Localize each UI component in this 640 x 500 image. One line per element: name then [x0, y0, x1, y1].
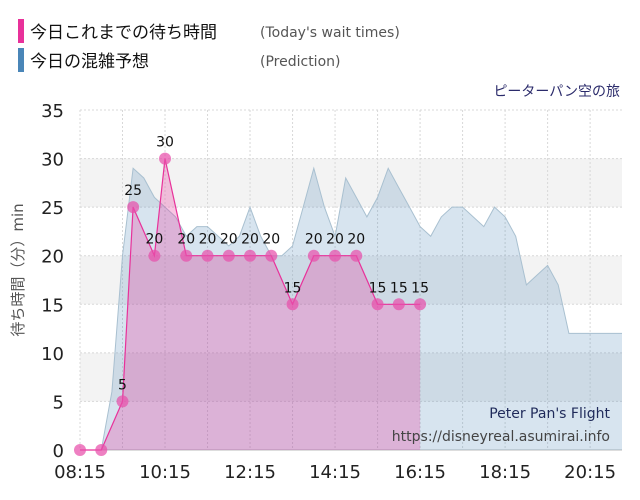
x-tick-label: 18:15 [479, 462, 531, 483]
today-point [307, 249, 320, 262]
y-tick-label: 15 [41, 295, 64, 316]
today-data-label: 15 [284, 280, 302, 296]
today-point [180, 249, 193, 262]
y-tick-label: 30 [41, 150, 64, 171]
attraction-name-en: Peter Pan's Flight [489, 406, 610, 422]
today-point [414, 298, 427, 311]
plot-band [80, 401, 622, 450]
today-data-label: 20 [326, 232, 344, 248]
today-data-label: 20 [347, 232, 365, 248]
today-point [95, 444, 108, 456]
legend-sub-today: (Today's wait times) [260, 25, 400, 41]
today-point [286, 298, 299, 311]
today-data-label: 5 [118, 377, 127, 393]
today-data-label: 20 [199, 232, 217, 248]
legend-swatch-prediction [18, 48, 24, 72]
x-tick-label: 20:15 [564, 462, 616, 483]
x-axis-ticks: 08:15 10:15 12:15 14:15 16:15 18:15 20:15 [54, 462, 616, 483]
grid-lines [79, 109, 622, 451]
site-url: https://disneyreal.asumirai.info [392, 429, 610, 445]
legend: 今日これまでの待ち時間 (Today's wait times) 今日の混雑予想… [18, 19, 400, 72]
today-line [80, 158, 421, 451]
legend-sub-prediction: (Prediction) [260, 54, 340, 70]
attraction-name-jp: ピーターパン空の旅 [493, 84, 620, 100]
prediction-area [80, 168, 622, 451]
prediction-line [80, 166, 622, 451]
plot-band [80, 207, 622, 256]
today-data-label: 20 [262, 232, 280, 248]
today-data-label: 20 [241, 232, 259, 248]
today-data-label: 15 [390, 280, 408, 296]
today-point [371, 298, 384, 311]
y-axis-label: 待ち時間（分）min [9, 203, 27, 336]
y-tick-label: 25 [41, 198, 64, 219]
x-tick-label: 16:15 [394, 462, 446, 483]
legend-label-today: 今日これまでの待ち時間 [30, 23, 217, 43]
plot-band [80, 304, 622, 353]
today-point [201, 249, 214, 262]
today-point [244, 249, 257, 262]
today-point [74, 444, 86, 456]
x-tick-label: 14:15 [309, 462, 361, 483]
y-tick-label: 0 [53, 441, 64, 462]
legend-label-prediction: 今日の混雑予想 [30, 52, 149, 72]
x-tick-label: 10:15 [139, 462, 191, 483]
data-points [74, 152, 427, 456]
today-point [159, 152, 172, 165]
today-point [116, 395, 129, 408]
y-tick-label: 20 [41, 247, 64, 268]
y-axis-ticks: 0 5 10 15 20 25 30 35 [41, 101, 64, 462]
today-area [80, 158, 421, 450]
today-data-label: 25 [124, 183, 142, 199]
today-point [148, 249, 161, 262]
today-data-label: 30 [156, 135, 174, 151]
plot-band [80, 110, 622, 159]
series-layer [80, 158, 622, 451]
today-data-label: 15 [369, 280, 387, 296]
today-data-label: 20 [220, 232, 238, 248]
today-point [392, 298, 405, 311]
today-point [350, 249, 363, 262]
x-tick-label: 12:15 [224, 462, 276, 483]
legend-swatch-today [18, 19, 24, 43]
today-data-label: 20 [145, 232, 163, 248]
today-data-label: 20 [305, 232, 323, 248]
today-data-label: 20 [177, 232, 195, 248]
y-tick-label: 35 [41, 101, 64, 122]
today-point [222, 249, 235, 262]
today-point [265, 249, 278, 262]
x-tick-label: 08:15 [54, 462, 106, 483]
y-tick-label: 10 [41, 344, 64, 365]
today-point [127, 201, 140, 214]
today-point [329, 249, 342, 262]
plot-background [80, 110, 622, 450]
plot-band [80, 352, 622, 402]
y-tick-label: 5 [53, 392, 64, 413]
today-data-label: 15 [411, 280, 429, 296]
